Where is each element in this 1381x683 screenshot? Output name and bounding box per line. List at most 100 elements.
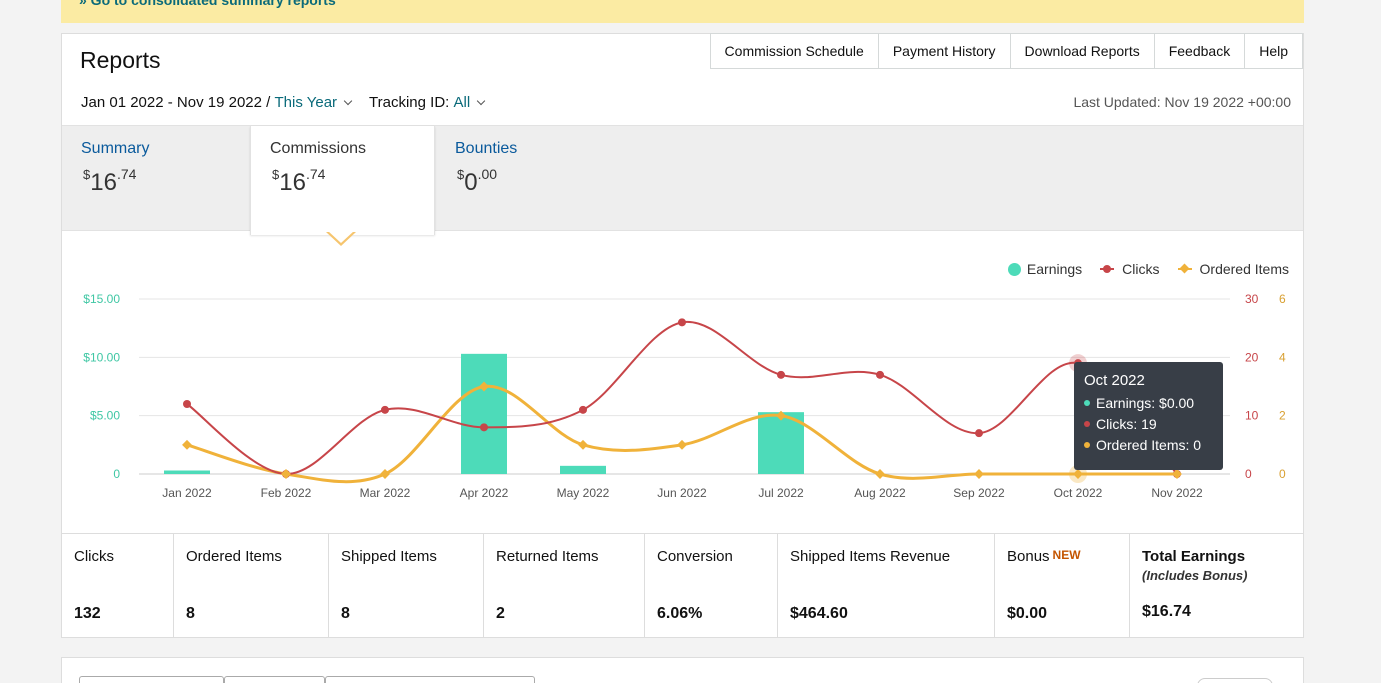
stat-clicks: Clicks 132 <box>62 534 174 637</box>
report-table-card <box>61 657 1304 683</box>
chevron-down-icon[interactable] <box>476 96 486 105</box>
table-action-button[interactable] <box>1197 678 1273 683</box>
stat-label: Returned Items <box>496 548 599 565</box>
commission-schedule-button[interactable]: Commission Schedule <box>709 33 878 69</box>
tracking-id-dropdown[interactable]: All <box>453 94 471 111</box>
x-tick-label: Feb 2022 <box>261 486 312 500</box>
x-tick-label: Oct 2022 <box>1054 486 1103 500</box>
x-tick-label: Jul 2022 <box>758 486 804 500</box>
ordered-items-point <box>1172 469 1182 479</box>
stat-value: 132 <box>74 605 101 622</box>
x-tick-label: Aug 2022 <box>854 486 906 500</box>
x-tick-label: Apr 2022 <box>460 486 509 500</box>
stat-value: 6.06% <box>657 605 703 622</box>
stat-label: Ordered Items <box>186 548 282 565</box>
stat-value: $0.00 <box>1007 605 1048 622</box>
stat-total-earnings: Total Earnings (Includes Bonus) $16.74 <box>1130 534 1303 637</box>
tab-bounties-label[interactable]: Bounties <box>455 140 518 157</box>
last-updated-text: Last Updated: Nov 19 2022 +00:00 <box>1073 94 1291 110</box>
chart-tooltip: Oct 2022 Earnings: $0.00 Clicks: 19 Orde… <box>1074 362 1223 470</box>
legend-ordered-items[interactable]: Ordered Items <box>1177 261 1289 277</box>
ordered-items-point <box>1073 469 1083 479</box>
clicks-line <box>186 320 1178 476</box>
y-right-ordered-tick-label: 4 <box>1279 350 1286 364</box>
consolidated-reports-link[interactable]: » Go to consolidated summary reports <box>79 0 336 8</box>
legend-clicks[interactable]: Clicks <box>1100 261 1160 277</box>
tracking-id-label: Tracking ID: <box>369 94 450 111</box>
tab-summary[interactable]: Summary $16.74 <box>62 126 250 232</box>
legend-ordered-label: Ordered Items <box>1199 261 1289 277</box>
tab-bounties[interactable]: Bounties $0.00 <box>436 126 626 232</box>
ordered-items-swatch <box>1177 263 1192 274</box>
clicks-point <box>876 370 884 379</box>
stat-ordered-items: Ordered Items 8 <box>174 534 329 637</box>
tab-commissions[interactable]: Commissions $16.74 <box>250 126 435 235</box>
table-tab[interactable] <box>224 676 325 683</box>
stat-shipped-items: Shipped Items 8 <box>329 534 484 637</box>
clicks-point <box>183 400 191 408</box>
legend-earnings-label: Earnings <box>1026 261 1083 277</box>
stat-conversion: Conversion 6.06% <box>645 534 778 637</box>
help-button[interactable]: Help <box>1244 33 1303 69</box>
y-right-ordered-tick-label: 0 <box>1279 467 1286 481</box>
y-right-clicks-tick-label: 10 <box>1245 409 1259 423</box>
report-tabs: Summary $16.74 Commissions $16.74 Bounti… <box>62 125 1303 235</box>
stat-label: Total Earnings <box>1142 548 1246 565</box>
tooltip-earnings: Earnings: $0.00 <box>1084 395 1213 411</box>
y-left-tick-label: 0 <box>113 467 120 481</box>
clicks-point <box>381 405 389 414</box>
stat-label: Conversion <box>657 548 733 565</box>
payment-history-button[interactable]: Payment History <box>877 33 1010 69</box>
clicks-point <box>480 423 488 432</box>
earnings-swatch <box>1007 262 1021 276</box>
stat-value: 2 <box>496 605 505 622</box>
y-left-tick-label: $5.00 <box>90 409 120 423</box>
y-left-tick-label: $10.00 <box>83 350 120 364</box>
ordered-items-point <box>281 469 291 479</box>
table-tabs <box>79 676 535 683</box>
stat-label: Clicks <box>74 548 114 565</box>
download-reports-button[interactable]: Download Reports <box>1009 33 1154 69</box>
y-right-clicks-tick-label: 30 <box>1245 292 1259 306</box>
stat-value: 8 <box>341 605 350 622</box>
y-right-clicks-tick-label: 0 <box>1245 467 1252 481</box>
y-right-ordered-tick-label: 2 <box>1279 409 1286 423</box>
earnings-bar <box>164 470 210 474</box>
chevron-down-icon[interactable] <box>343 96 353 105</box>
tab-summary-label[interactable]: Summary <box>81 140 150 157</box>
table-tab[interactable] <box>325 676 535 683</box>
ordered-items-point <box>875 469 885 479</box>
y-right-clicks-tick-label: 20 <box>1245 350 1259 364</box>
stat-value: $464.60 <box>790 605 848 622</box>
earnings-bar <box>758 412 804 474</box>
stat-value: 8 <box>186 605 195 622</box>
date-range-text: Jan 01 2022 - Nov 19 2022 / <box>81 94 271 111</box>
clicks-point <box>975 429 983 438</box>
table-tab[interactable] <box>79 676 224 683</box>
x-tick-label: Mar 2022 <box>360 486 411 500</box>
stat-label: Shipped Items <box>341 548 437 565</box>
period-dropdown[interactable]: This Year <box>274 94 338 111</box>
legend-clicks-label: Clicks <box>1122 261 1160 277</box>
x-tick-label: May 2022 <box>557 486 610 500</box>
clicks-point <box>579 405 587 414</box>
tab-commissions-label[interactable]: Commissions <box>270 140 367 157</box>
ordered-items-point <box>974 469 984 479</box>
y-right-ordered-tick-label: 6 <box>1279 292 1286 306</box>
report-filters: Jan 01 2022 - Nov 19 2022 / This Year Tr… <box>81 94 486 111</box>
stats-row: Clicks 132 Ordered Items 8 Shipped Items… <box>62 533 1303 637</box>
x-tick-label: Jun 2022 <box>657 486 707 500</box>
x-tick-label: Nov 2022 <box>1151 486 1203 500</box>
chart-canvas: 0 $5.00 $10.00 $15.00 0 10 20 30 0 2 4 6 Jan 2022 Feb… <box>83 292 1286 500</box>
legend-earnings[interactable]: Earnings <box>1007 261 1083 277</box>
reports-card: Reports Commission Schedule Payment Hist… <box>61 33 1304 638</box>
stat-returned-items: Returned Items 2 <box>484 534 645 637</box>
bounties-amount: $0.00 <box>457 166 498 196</box>
feedback-button[interactable]: Feedback <box>1153 33 1245 69</box>
tooltip-clicks: Clicks: 19 <box>1084 416 1213 432</box>
ordered-items-point <box>776 410 786 421</box>
consolidated-reports-banner: » Go to consolidated summary reports <box>61 0 1304 23</box>
x-tick-label: Jan 2022 <box>162 486 212 500</box>
stat-bonus: Bonus NEW $0.00 <box>995 534 1130 637</box>
ordered-items-point <box>380 469 390 479</box>
